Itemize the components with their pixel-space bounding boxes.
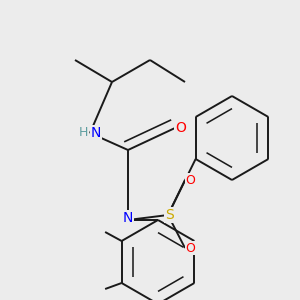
Text: O: O xyxy=(185,242,195,254)
Text: O: O xyxy=(185,173,195,187)
Text: N: N xyxy=(91,126,101,140)
Text: H: H xyxy=(79,127,88,140)
Text: O: O xyxy=(175,121,186,135)
Text: S: S xyxy=(165,208,174,222)
Text: N: N xyxy=(123,211,133,225)
